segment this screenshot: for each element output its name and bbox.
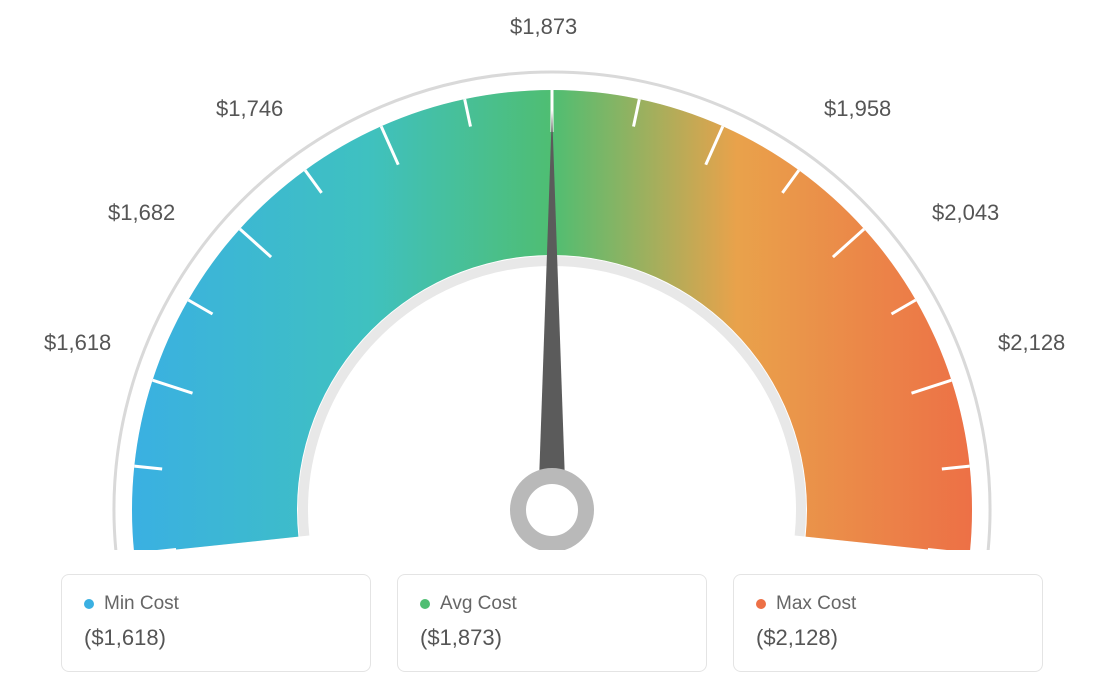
avg-cost-value: ($1,873) xyxy=(420,625,684,651)
min-cost-title: Min Cost xyxy=(84,593,348,615)
avg-cost-label: Avg Cost xyxy=(440,593,517,615)
min-cost-label: Min Cost xyxy=(104,593,179,615)
avg-cost-card: Avg Cost ($1,873) xyxy=(397,574,707,672)
cost-summary-cards: Min Cost ($1,618) Avg Cost ($1,873) Max … xyxy=(61,574,1043,672)
min-cost-value: ($1,618) xyxy=(84,625,348,651)
gauge-tick-label: $1,682 xyxy=(108,200,175,226)
max-cost-label: Max Cost xyxy=(776,593,856,615)
min-dot-icon xyxy=(84,599,94,609)
min-cost-card: Min Cost ($1,618) xyxy=(61,574,371,672)
gauge-tick-label: $1,746 xyxy=(216,96,283,122)
max-cost-card: Max Cost ($2,128) xyxy=(733,574,1043,672)
gauge-tick-label: $2,043 xyxy=(932,200,999,226)
gauge-tick-label: $1,873 xyxy=(510,14,577,40)
cost-gauge: $1,618 $1,682 $1,746 $1,873 $1,958 $2,043 $2,1… xyxy=(0,0,1104,560)
gauge-tick-label: $1,958 xyxy=(824,96,891,122)
gauge-tick-label: $1,618 xyxy=(44,330,111,356)
max-cost-title: Max Cost xyxy=(756,593,1020,615)
gauge-svg xyxy=(62,30,1042,550)
max-cost-value: ($2,128) xyxy=(756,625,1020,651)
avg-dot-icon xyxy=(420,599,430,609)
avg-cost-title: Avg Cost xyxy=(420,593,684,615)
max-dot-icon xyxy=(756,599,766,609)
gauge-tick-label: $2,128 xyxy=(998,330,1065,356)
